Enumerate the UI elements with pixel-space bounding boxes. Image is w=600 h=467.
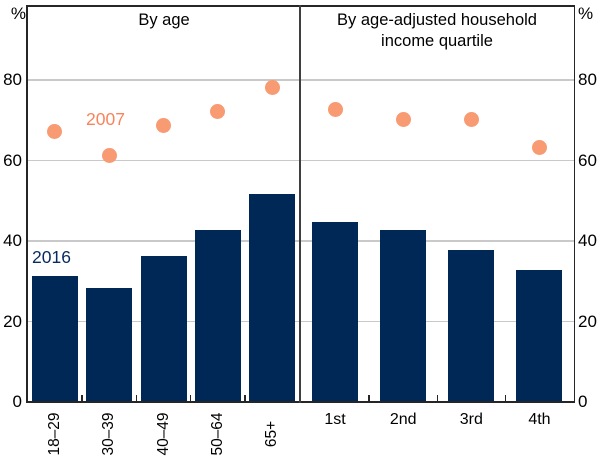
dot-2007 [210, 104, 226, 120]
x-axis-label: 3rd [459, 411, 483, 428]
y-tick-label-right-60: 60 [578, 150, 597, 170]
y-tick-label-right-40: 40 [578, 231, 597, 251]
dot-2007 [264, 79, 280, 95]
x-axis-tick [81, 395, 83, 401]
y-tick-label-left-20: 20 [3, 311, 22, 331]
x-axis-tick [436, 395, 438, 401]
dot-2007 [463, 112, 479, 128]
bar-2016 [448, 250, 495, 401]
plot-area: By age By age-adjusted household income … [26, 5, 575, 403]
y-axis-right [573, 5, 575, 403]
x-axis-label: 2nd [389, 411, 417, 428]
x-axis-tick [135, 395, 138, 401]
x-axis-label: 50–64 [208, 412, 226, 456]
x-axis-label: 4th [528, 411, 551, 428]
panel-title-income-quartile: By age-adjusted household income quartil… [337, 11, 537, 51]
dot-2007 [156, 118, 171, 134]
y-axis-unit-right: % [578, 4, 594, 23]
dot-2007 [327, 102, 343, 118]
x-axis-label: 18–29 [45, 412, 63, 456]
x-axis-tick [189, 395, 192, 401]
bar-2016 [249, 193, 296, 401]
x-axis-label: 1st [324, 411, 346, 428]
y-tick-label-right-0: 0 [578, 392, 588, 411]
series-label-2007: 2007 [86, 109, 125, 129]
x-axis-label: 65+ [263, 420, 281, 448]
dot-2007 [47, 124, 63, 140]
y-tick-label-left-80: 80 [3, 70, 22, 90]
y-tick-label-left-40: 40 [3, 231, 22, 251]
bar-2016 [31, 276, 78, 401]
bar-2016 [312, 222, 359, 401]
bar-2016 [86, 288, 133, 401]
x-axis-label: 40–49 [154, 412, 172, 456]
dot-2007 [101, 148, 117, 164]
y-tick-label-right-80: 80 [578, 70, 597, 90]
y-axis-left [26, 5, 28, 403]
x-axis-tick [368, 395, 370, 401]
panel-title-by-age: By age [138, 11, 190, 29]
dot-2007 [531, 140, 547, 156]
x-axis-tick [504, 395, 507, 401]
bar-2016 [140, 256, 187, 401]
bar-2016 [380, 230, 427, 401]
dot-2007 [395, 112, 411, 128]
y-tick-label-left-60: 60 [3, 150, 22, 170]
bar-2016 [194, 230, 241, 401]
y-tick-label-left-0: 0 [12, 392, 22, 411]
bar-2016 [516, 270, 563, 401]
x-axis-label: 30–39 [100, 412, 118, 456]
panel-divider [299, 5, 301, 403]
x-axis-tick [244, 395, 246, 401]
series-label-2016: 2016 [32, 247, 71, 267]
y-tick-label-right-20: 20 [578, 311, 597, 331]
y-axis-unit-left: % [10, 4, 26, 23]
